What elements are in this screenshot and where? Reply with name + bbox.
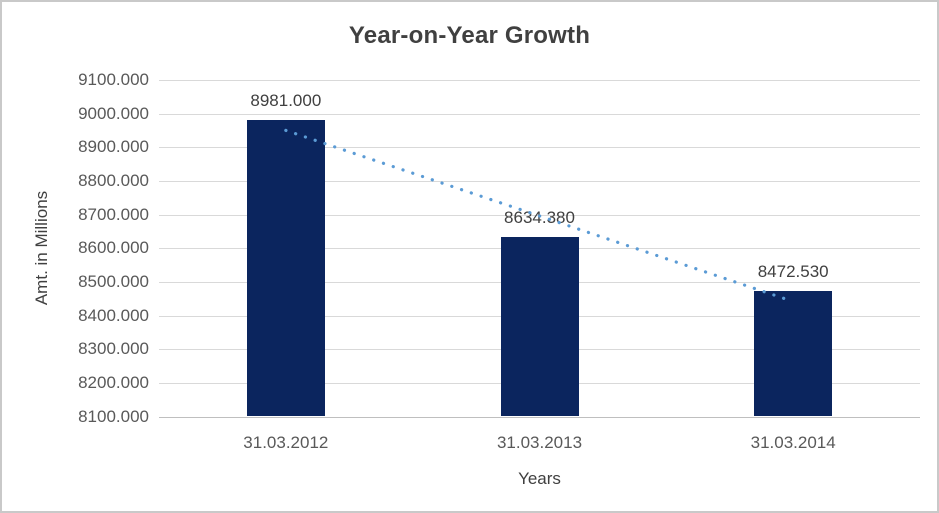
gridline <box>159 113 920 115</box>
y-tick-label: 8900.000 <box>78 137 149 157</box>
chart-title: Year-on-Year Growth <box>348 22 591 49</box>
y-tick-label: 8600.000 <box>78 238 149 258</box>
y-tick-label: 8500.000 <box>78 271 149 291</box>
y-tick-label: 8400.000 <box>78 305 149 325</box>
bar-value-label: 8981.000 <box>250 91 322 111</box>
x-category-label: 31.03.2014 <box>750 432 836 452</box>
chart-bar <box>246 120 325 417</box>
y-tick-label: 8800.000 <box>78 170 149 190</box>
x-category-label: 31.03.2012 <box>243 432 329 452</box>
y-tick-label: 9000.000 <box>78 103 149 123</box>
y-tick-label: 8100.000 <box>78 406 149 426</box>
y-tick-label: 8200.000 <box>78 372 149 392</box>
x-axis-title: Years <box>518 468 561 488</box>
gridline <box>159 80 920 81</box>
chart-bar <box>754 291 833 417</box>
y-tick-label: 9100.000 <box>78 70 149 89</box>
y-tick-label: 8300.000 <box>78 339 149 359</box>
x-category-label: 31.03.2013 <box>496 432 583 452</box>
bar-value-label: 8472.530 <box>757 262 829 282</box>
x-axis-line <box>159 416 920 418</box>
chart-bar <box>500 236 579 417</box>
bar-value-label: 8634.380 <box>504 207 575 227</box>
y-tick-label: 8700.000 <box>78 204 149 224</box>
